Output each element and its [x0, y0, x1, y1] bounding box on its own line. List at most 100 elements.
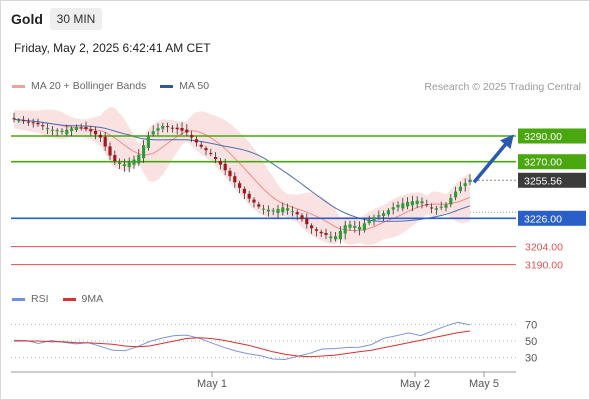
candle-body	[175, 127, 179, 130]
candle-body	[185, 129, 189, 133]
level-tag-3270.00	[518, 154, 586, 170]
candle-body	[401, 203, 405, 209]
candle-body	[449, 198, 453, 205]
candle-body	[127, 162, 131, 168]
candle-body	[65, 129, 69, 135]
candle-body	[454, 191, 458, 198]
candle-body	[79, 127, 83, 129]
legend-label-ma20: MA 20 + Bollinger Bands	[31, 80, 147, 92]
candle-body	[468, 179, 472, 183]
level-tag-3290.00	[518, 128, 586, 144]
rsi-line	[13, 321, 471, 361]
candle-body	[314, 229, 318, 231]
candle-body	[434, 208, 438, 210]
legend-label-ma50: MA 50	[179, 80, 210, 92]
level-label-3226.00: 3226.00	[524, 213, 562, 225]
candle-body	[12, 118, 16, 120]
credit-text: Research © 2025 Trading Central	[424, 81, 581, 93]
candle-body	[410, 201, 414, 206]
main-legend: MA 20 + Bollinger Bands MA 50	[12, 80, 209, 92]
candle-body	[36, 122, 40, 125]
rsi-tick-label: 70	[525, 319, 537, 331]
legend-label-9ma: 9MA	[81, 293, 104, 305]
candle-body	[305, 218, 309, 225]
candle-body	[70, 128, 74, 132]
ma50-line	[13, 118, 471, 222]
candle-body	[190, 135, 194, 138]
candle-body	[94, 130, 98, 135]
candle-body	[367, 219, 371, 224]
candle-body	[209, 152, 213, 154]
candle-body	[362, 223, 366, 231]
candle-body	[310, 225, 314, 229]
candle-body	[31, 122, 35, 124]
candle-body	[161, 125, 165, 129]
candle-body	[458, 186, 462, 191]
candle-body	[334, 236, 338, 240]
forecast-arrow-shaft	[472, 137, 512, 184]
forecast-arrow-head	[500, 134, 514, 149]
candle-body	[242, 188, 246, 194]
candle-body	[324, 232, 328, 235]
level-tag-3226.00	[518, 210, 586, 226]
candle-body	[142, 145, 146, 159]
candle-body	[118, 162, 122, 164]
x-tick-label: May 5	[469, 378, 499, 390]
candle-body	[415, 200, 419, 205]
candle-body	[358, 226, 362, 230]
candle-body	[60, 130, 64, 132]
support-label-3190.00: 3190.00	[525, 260, 563, 272]
candle-body	[214, 157, 218, 160]
candle-body	[353, 225, 357, 228]
candle-body	[108, 146, 112, 156]
candle-body	[329, 236, 333, 239]
candle-body	[204, 148, 208, 151]
candle-body	[262, 208, 266, 210]
legend-swatch-9ma	[62, 297, 76, 301]
candle-body	[180, 127, 184, 131]
candle-body	[22, 120, 26, 122]
candle-body	[223, 163, 227, 171]
candle-body	[290, 211, 294, 213]
candle-body	[103, 136, 107, 147]
candle-body	[377, 215, 381, 217]
candle-body	[238, 183, 242, 188]
candle-body	[276, 208, 280, 214]
candle-body	[295, 212, 299, 215]
candle-body	[170, 127, 174, 129]
candle-body	[156, 128, 160, 131]
support-label-3204.00: 3204.00	[525, 242, 563, 254]
candle-body	[113, 155, 117, 162]
candle-body	[146, 135, 150, 149]
rsi-tick-label: 30	[525, 353, 537, 365]
candle-body	[98, 134, 102, 138]
bollinger-band	[14, 107, 470, 246]
candle-body	[382, 213, 386, 217]
candle-body	[89, 129, 93, 132]
last-price-label: 3255.56	[524, 175, 562, 187]
candle-body	[406, 201, 410, 207]
candle-body	[271, 210, 275, 212]
candle-body	[194, 139, 198, 143]
last-price-tag	[518, 172, 586, 188]
candle-body	[166, 126, 170, 128]
timeframe-badge[interactable]: 30 MIN	[50, 8, 102, 30]
candle-body	[286, 208, 290, 211]
candle-body	[17, 120, 21, 122]
candle-body	[338, 230, 342, 240]
legend-swatch-ma20	[12, 84, 25, 88]
chart-header: Gold 30 MIN	[0, 0, 588, 36]
legend-swatch-ma50	[160, 84, 174, 88]
candle-body	[74, 127, 78, 131]
candle-body	[199, 144, 203, 147]
rsi-9ma-line	[14, 330, 471, 358]
candle-body	[41, 125, 45, 127]
candle-body	[391, 207, 395, 210]
candle-body	[84, 127, 88, 130]
candle-body	[50, 129, 54, 131]
candle-body	[266, 209, 270, 212]
candle-body	[26, 121, 30, 123]
candle-body	[233, 176, 237, 183]
candle-body	[137, 154, 141, 164]
